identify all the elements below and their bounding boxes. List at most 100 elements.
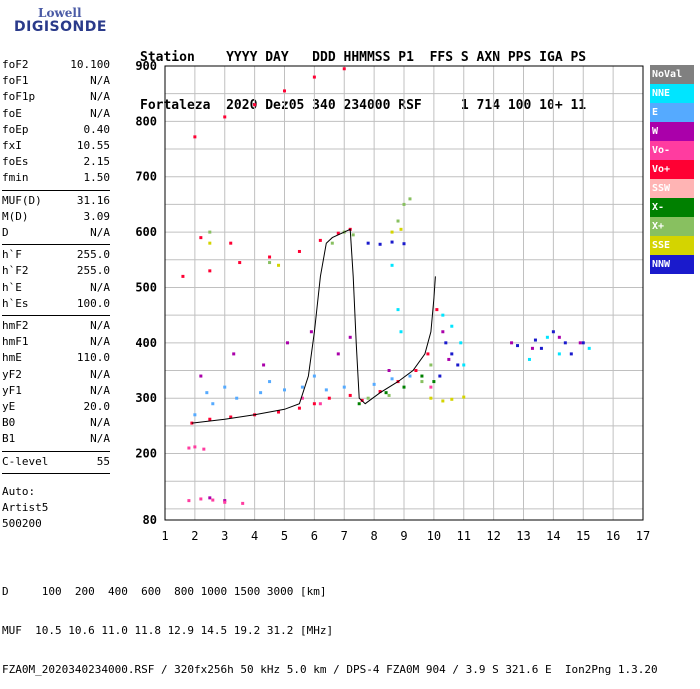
data-point-nnw xyxy=(551,330,555,334)
param-row: foF1p N/A xyxy=(2,90,110,106)
logo-top-text: Lowell xyxy=(38,6,82,20)
data-point-nne xyxy=(545,335,549,339)
station-header: Station YYYY DAY DDD HHMMSS P1 FFS S AXN… xyxy=(140,18,586,130)
param-value: N/A xyxy=(90,319,110,332)
data-point-nnw xyxy=(438,374,442,378)
data-point-vo- xyxy=(223,500,227,504)
data-point-nne xyxy=(390,263,394,267)
data-point-x- xyxy=(384,391,388,395)
data-point-e xyxy=(259,391,263,395)
param-row: fmin 1.50 xyxy=(2,171,110,187)
data-point-nnw xyxy=(450,352,454,356)
data-point-vo- xyxy=(199,236,203,240)
x-tick-label: 10 xyxy=(427,529,441,543)
data-point-sse xyxy=(429,396,433,400)
param-value: 3.09 xyxy=(83,209,111,223)
data-point-w xyxy=(387,369,391,373)
param-name: hmF1 xyxy=(2,335,29,349)
data-point-w xyxy=(530,346,534,350)
param-value: 1.50 xyxy=(83,171,111,185)
data-point-vo- xyxy=(229,415,233,419)
legend-item-x-: X- xyxy=(650,198,694,217)
legend-item-ssw: SSW xyxy=(650,179,694,198)
data-point-vo- xyxy=(199,497,203,501)
y-tick-label: 600 xyxy=(135,225,157,239)
param-name: C-level xyxy=(2,454,49,468)
param-row: h`F 255.0 xyxy=(2,248,110,264)
param-row: foE N/A xyxy=(2,107,110,123)
param-name: foE xyxy=(2,106,22,120)
data-point-nne xyxy=(399,330,403,334)
data-point-vo- xyxy=(268,255,272,259)
data-point-nne xyxy=(557,352,561,356)
data-point-sse xyxy=(390,230,394,234)
x-tick-label: 12 xyxy=(486,529,500,543)
param-name: h`E xyxy=(2,280,22,294)
legend-item-nnw: NNW xyxy=(650,255,694,274)
x-tick-label: 11 xyxy=(457,529,471,543)
data-point-x- xyxy=(330,241,334,245)
param-row: C-level 55 xyxy=(2,455,110,471)
param-name: B1 xyxy=(2,432,16,446)
y-tick-label: 800 xyxy=(135,114,157,128)
data-point-e xyxy=(312,374,316,378)
legend-item-vo-: Vo- xyxy=(650,141,694,160)
x-tick-label: 5 xyxy=(281,529,288,543)
param-value: 110.0 xyxy=(76,351,110,365)
y-tick-label: 80 xyxy=(143,513,157,527)
data-point-vo- xyxy=(327,396,331,400)
param-row: foF2 10.100 xyxy=(2,58,110,74)
data-point-vo- xyxy=(297,406,301,410)
param-name: fmin xyxy=(2,171,29,185)
data-point-w xyxy=(208,496,212,500)
data-point-w xyxy=(232,352,236,356)
data-point-vo- xyxy=(193,445,197,449)
param-name: yF2 xyxy=(2,367,22,381)
param-value: 255.0 xyxy=(76,264,110,278)
data-point-vo- xyxy=(318,238,322,242)
data-point-e xyxy=(300,385,304,389)
x-tick-label: 4 xyxy=(251,529,258,543)
data-point-nnw xyxy=(563,341,567,345)
data-point-x- xyxy=(351,233,355,237)
params-separator xyxy=(2,472,110,474)
data-point-nnw xyxy=(390,240,394,244)
data-point-w xyxy=(262,363,266,367)
data-point-w xyxy=(441,330,445,334)
footer-file-line: FZA0M_2020340234000.RSF / 320fx256h 50 k… xyxy=(2,663,658,676)
param-value: N/A xyxy=(90,367,110,381)
y-tick-label: 300 xyxy=(135,391,157,405)
data-point-nnw xyxy=(444,341,448,345)
param-value: 10.100 xyxy=(70,58,110,71)
data-point-e xyxy=(235,396,239,400)
param-value: N/A xyxy=(90,432,110,446)
data-point-nnw xyxy=(378,242,382,246)
data-point-vo- xyxy=(318,402,322,406)
data-point-nnw xyxy=(366,241,370,245)
param-name: h`F2 xyxy=(2,264,29,278)
data-point-nnw xyxy=(402,242,406,246)
data-point-w xyxy=(447,357,451,361)
data-point-x- xyxy=(387,393,391,397)
data-point-sse xyxy=(441,399,445,403)
y-tick-label: 700 xyxy=(135,170,157,184)
param-row: hmF2 N/A xyxy=(2,319,110,335)
legend-item-noval: NoVal xyxy=(650,65,694,84)
param-row: B0 N/A xyxy=(2,416,110,432)
param-value: 55 xyxy=(96,454,110,468)
param-row: h`Es 100.0 xyxy=(2,297,110,313)
data-point-vo- xyxy=(229,241,233,245)
x-tick-label: 17 xyxy=(636,529,650,543)
logo-bottom-text: DIGISONDE xyxy=(14,19,107,35)
data-point-x- xyxy=(366,396,370,400)
param-value: 100.0 xyxy=(76,296,110,310)
param-row: yF2 N/A xyxy=(2,368,110,384)
data-point-sse xyxy=(462,395,466,399)
data-point-e xyxy=(324,388,328,392)
param-name: MUF(D) xyxy=(2,193,42,207)
data-point-w xyxy=(510,341,514,345)
data-point-vo- xyxy=(336,231,340,235)
data-point-vo- xyxy=(253,103,257,107)
param-name: h`F xyxy=(2,248,22,262)
x-tick-label: 14 xyxy=(546,529,560,543)
